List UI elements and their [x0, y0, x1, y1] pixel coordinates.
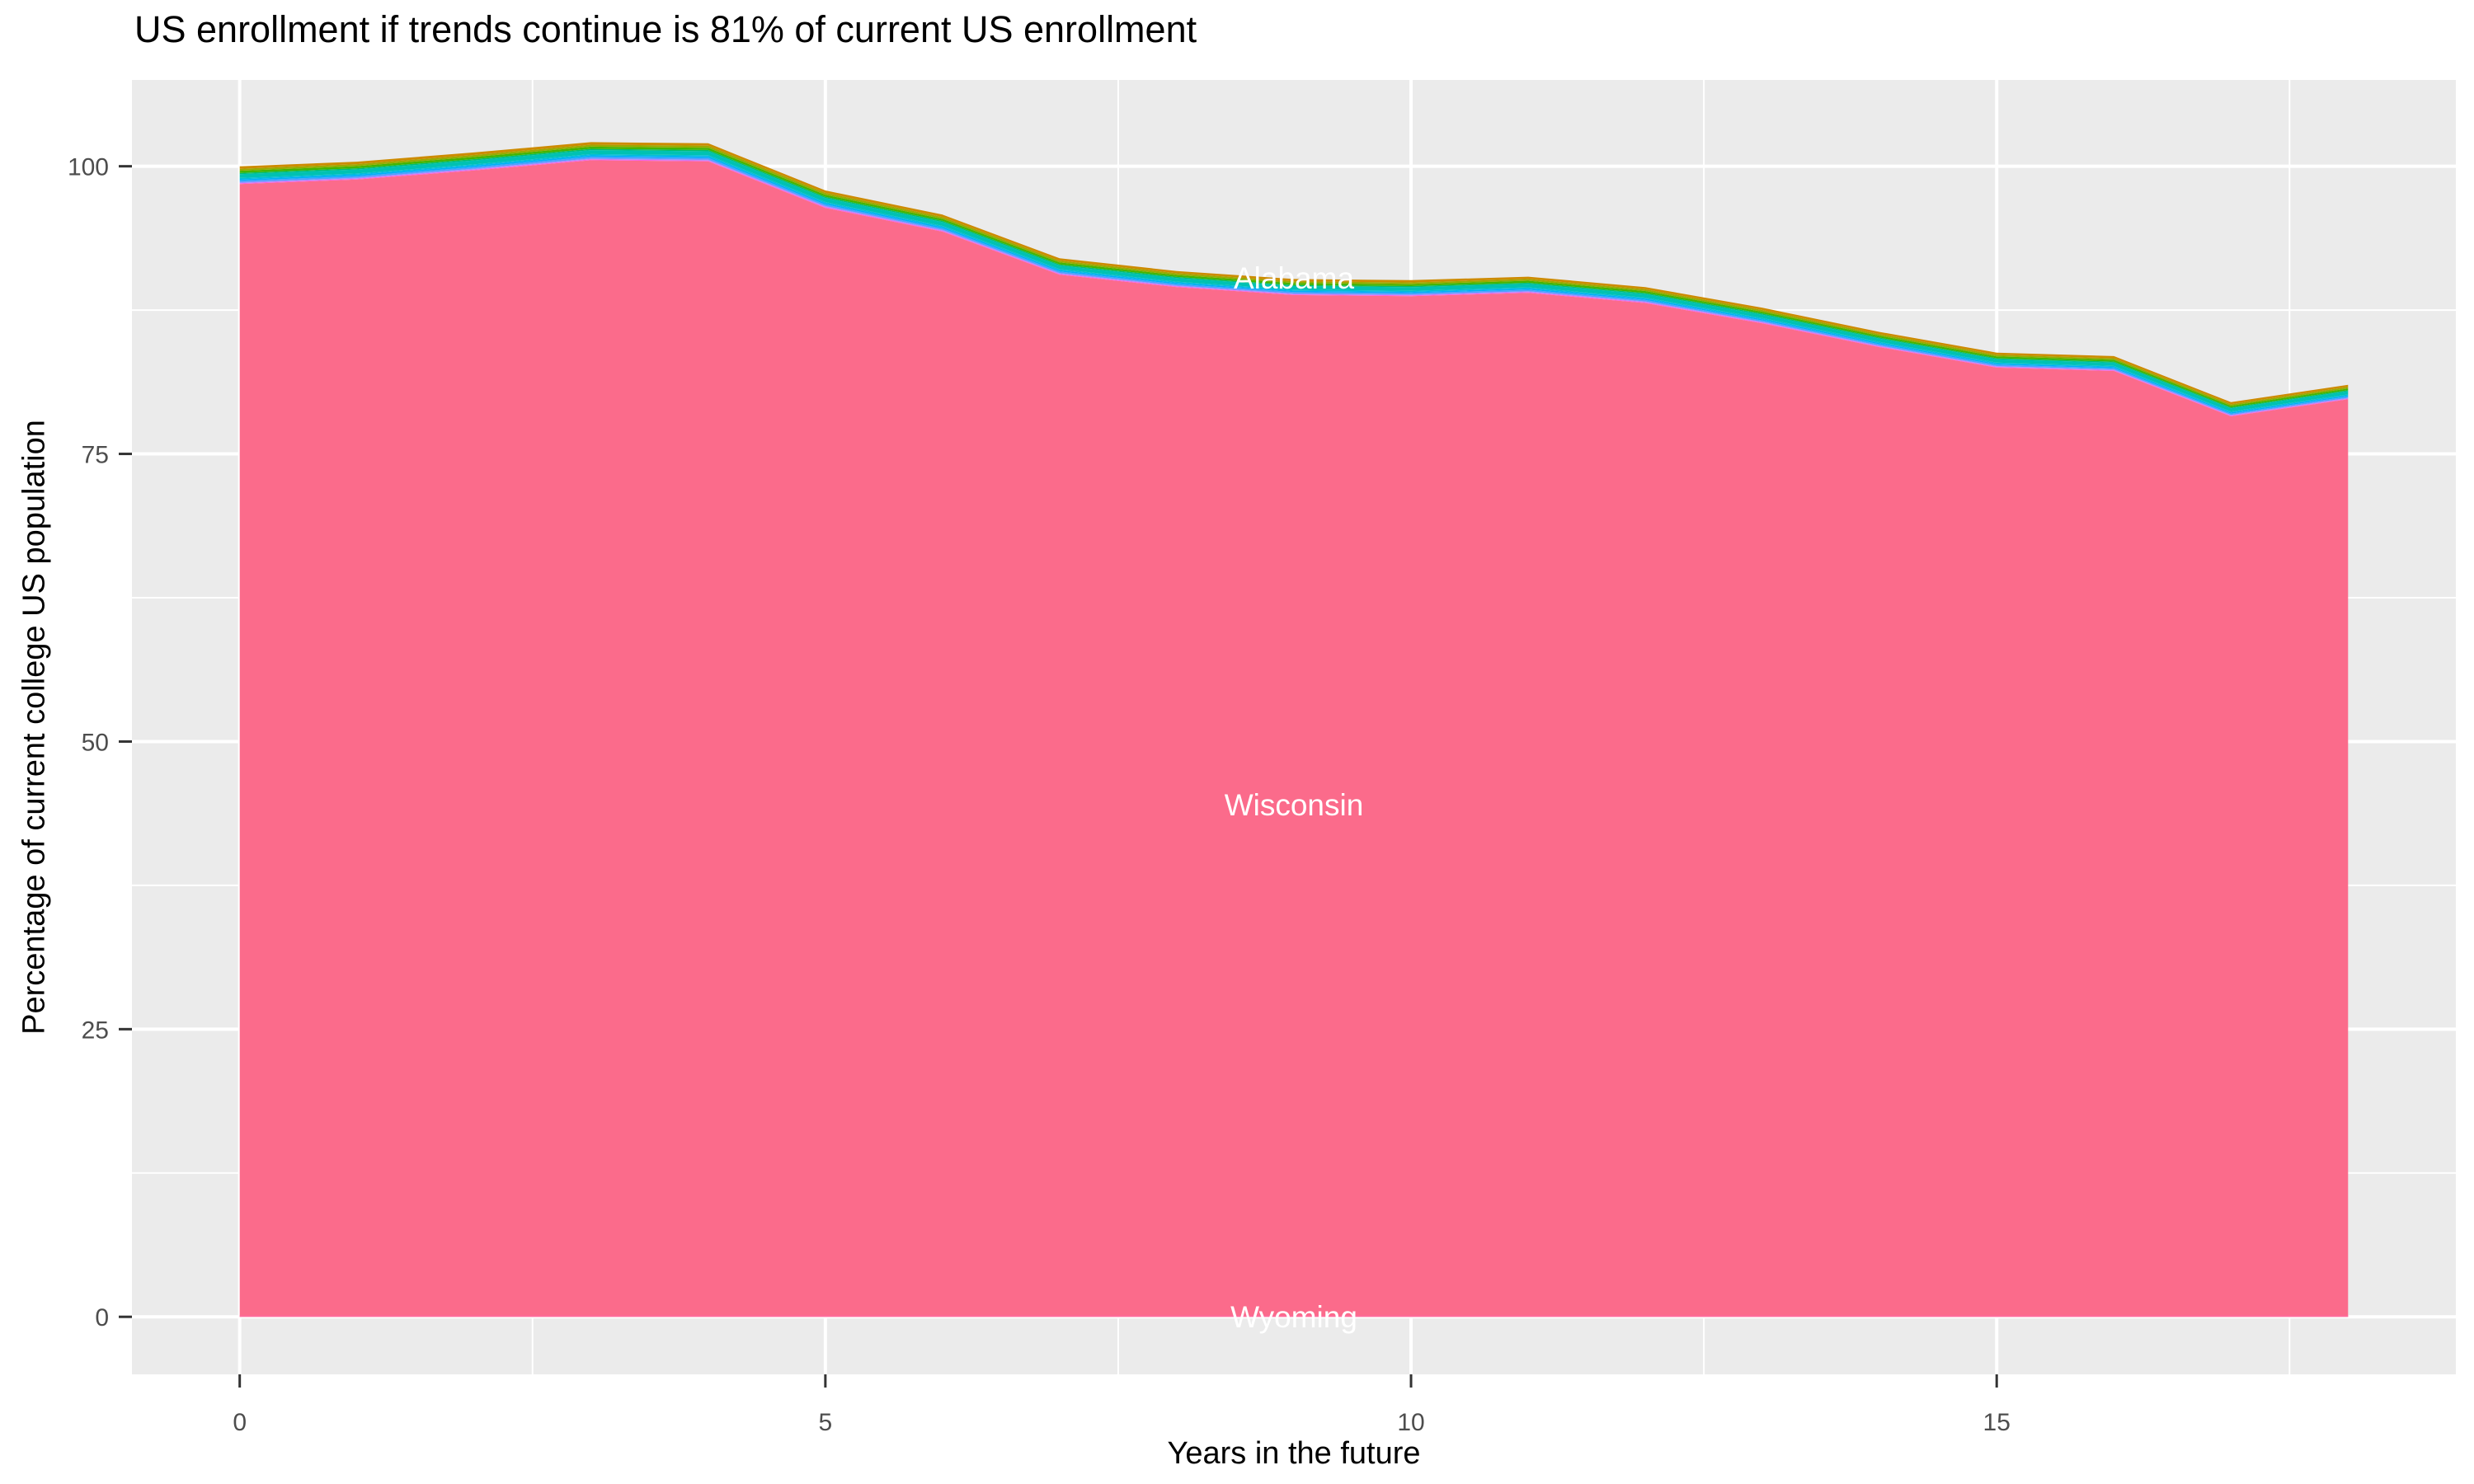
area-label-wisconsin: Wisconsin [1225, 788, 1364, 822]
y-tick-label-50: 50 [82, 729, 109, 756]
x-tick-label-10: 10 [1397, 1409, 1424, 1436]
x-tick-label-0: 0 [233, 1409, 247, 1436]
y-tick-label-100: 100 [68, 154, 109, 181]
area-label-alabama: Alabama [1234, 261, 1354, 295]
x-axis-title: Years in the future [1167, 1436, 1421, 1471]
y-axis-title: Percentage of current college US populat… [16, 420, 52, 1035]
x-tick-label-15: 15 [1983, 1409, 2011, 1436]
y-tick-label-25: 25 [82, 1017, 109, 1044]
area-wyoming [239, 1315, 2349, 1317]
chart-title: US enrollment if trends continue is 81% … [134, 8, 1197, 50]
y-tick-label-75: 75 [82, 442, 109, 469]
area-wisconsin [239, 160, 2349, 1317]
x-tick-label-5: 5 [819, 1409, 833, 1436]
y-tick-label-0: 0 [95, 1304, 109, 1331]
area-label-wyoming: Wyoming [1230, 1300, 1357, 1334]
